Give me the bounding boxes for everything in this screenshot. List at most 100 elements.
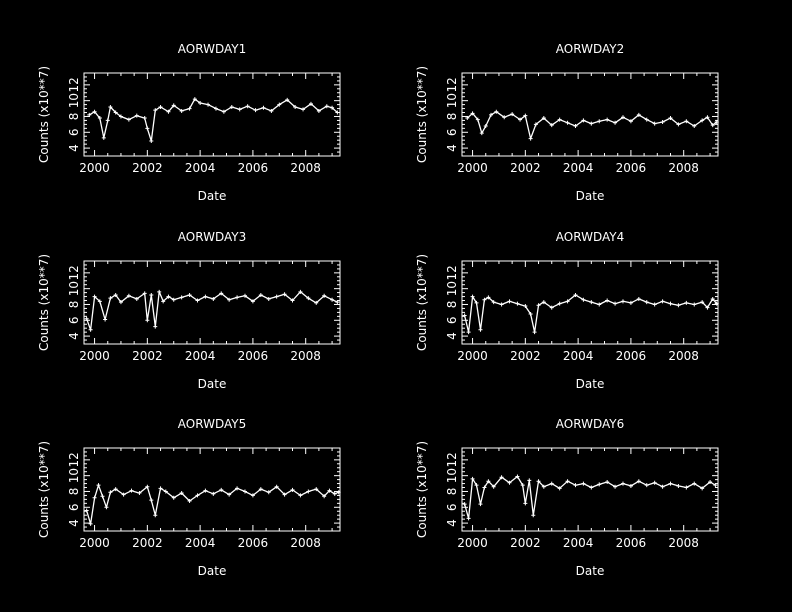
data-point xyxy=(314,300,319,305)
data-point xyxy=(605,117,610,122)
data-point xyxy=(330,297,335,302)
y-tick-label: 6 xyxy=(67,128,81,136)
data-point xyxy=(166,109,171,114)
data-point xyxy=(126,293,131,298)
data-point xyxy=(692,481,697,486)
data-point xyxy=(142,291,147,296)
data-point xyxy=(269,108,274,113)
data-point xyxy=(179,108,184,113)
data-point xyxy=(597,482,602,487)
data-point xyxy=(528,311,533,316)
chart-title: AORWDAY6 xyxy=(556,417,624,431)
data-point xyxy=(589,300,594,305)
data-point xyxy=(108,490,113,495)
data-point xyxy=(475,117,480,122)
data-point xyxy=(149,498,154,503)
y-tick-label: 10 xyxy=(445,468,459,483)
data-point xyxy=(158,104,163,109)
data-point xyxy=(250,493,255,498)
x-tick-label: 2008 xyxy=(668,161,699,175)
x-tick-label: 2002 xyxy=(132,349,163,363)
data-point xyxy=(171,103,176,108)
data-point xyxy=(179,491,184,496)
plot-frame xyxy=(461,260,719,345)
data-point xyxy=(708,479,713,484)
data-point xyxy=(474,300,479,305)
data-point xyxy=(211,491,216,496)
data-point xyxy=(97,116,102,121)
data-point xyxy=(206,102,211,107)
y-tick-label: 8 xyxy=(67,488,81,496)
data-point xyxy=(573,123,578,128)
data-point xyxy=(557,486,562,491)
data-point xyxy=(491,300,496,305)
data-point xyxy=(565,479,570,484)
data-point xyxy=(134,113,139,118)
x-axis-label: Date xyxy=(576,189,605,203)
data-point xyxy=(108,104,113,109)
data-point xyxy=(153,324,158,329)
data-point xyxy=(145,126,150,131)
data-point xyxy=(306,489,311,494)
plot-frame xyxy=(83,72,341,157)
data-point xyxy=(466,516,471,521)
data-point xyxy=(499,475,504,480)
x-tick-label: 2008 xyxy=(668,536,699,550)
data-point xyxy=(470,111,475,116)
data-point xyxy=(668,481,673,486)
y-tick-label: 12 xyxy=(445,77,459,92)
data-point xyxy=(597,302,602,307)
data-point xyxy=(692,302,697,307)
x-tick-label: 2000 xyxy=(79,349,110,363)
data-point xyxy=(282,492,287,497)
data-point xyxy=(157,289,162,294)
data-point xyxy=(581,297,586,302)
x-tick-label: 2006 xyxy=(238,536,269,550)
y-tick-label: 6 xyxy=(445,316,459,324)
data-point xyxy=(507,299,512,304)
x-tick-label: 2008 xyxy=(668,349,699,363)
data-point xyxy=(306,296,311,301)
data-point xyxy=(700,300,705,305)
x-tick-label: 2004 xyxy=(185,161,216,175)
data-point xyxy=(462,313,467,318)
data-point xyxy=(620,299,625,304)
data-point xyxy=(187,292,192,297)
y-tick-label: 10 xyxy=(445,93,459,108)
data-point xyxy=(134,296,139,301)
y-tick-label: 12 xyxy=(445,452,459,467)
x-axis-label: Date xyxy=(576,564,605,578)
x-tick-label: 2006 xyxy=(616,161,647,175)
data-point xyxy=(219,291,224,296)
data-point xyxy=(652,480,657,485)
y-tick-label: 12 xyxy=(445,265,459,280)
y-tick-label: 10 xyxy=(67,468,81,483)
data-point xyxy=(113,110,118,115)
y-tick-label: 10 xyxy=(67,93,81,108)
data-point xyxy=(700,118,705,123)
data-point xyxy=(229,104,234,109)
data-point xyxy=(92,109,97,114)
x-tick-label: 2002 xyxy=(510,349,541,363)
data-point xyxy=(644,483,649,488)
data-point xyxy=(105,118,110,123)
series-line xyxy=(85,484,339,525)
data-point xyxy=(684,300,689,305)
data-point xyxy=(290,298,295,303)
data-point xyxy=(613,120,618,125)
data-point xyxy=(482,485,487,490)
data-point xyxy=(541,300,546,305)
data-point xyxy=(644,300,649,305)
data-point xyxy=(227,492,232,497)
data-point xyxy=(113,487,118,492)
data-point xyxy=(668,301,673,306)
y-tick-label: 4 xyxy=(445,332,459,340)
data-point xyxy=(163,489,168,494)
data-point xyxy=(171,297,176,302)
data-point xyxy=(171,495,176,500)
data-point xyxy=(161,299,166,304)
data-point xyxy=(126,117,131,122)
chart-title: AORWDAY5 xyxy=(178,417,246,431)
y-tick-label: 4 xyxy=(445,519,459,527)
